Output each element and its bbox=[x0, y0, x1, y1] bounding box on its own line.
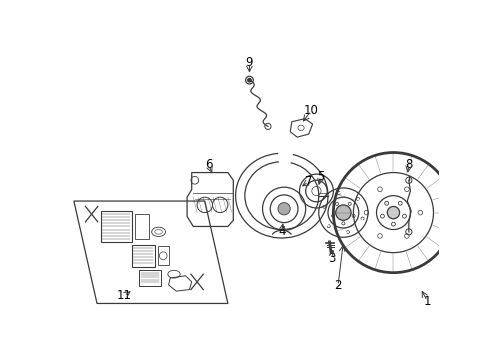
Text: 11: 11 bbox=[116, 289, 131, 302]
Text: 1: 1 bbox=[423, 294, 430, 308]
Text: 10: 10 bbox=[303, 104, 318, 117]
Text: 9: 9 bbox=[245, 56, 253, 69]
Text: 7: 7 bbox=[305, 175, 312, 188]
Circle shape bbox=[277, 203, 290, 215]
Text: 8: 8 bbox=[405, 158, 412, 171]
Text: 2: 2 bbox=[334, 279, 341, 292]
Text: 6: 6 bbox=[204, 158, 212, 171]
Circle shape bbox=[335, 205, 350, 220]
Circle shape bbox=[386, 206, 399, 219]
Text: 3: 3 bbox=[327, 252, 335, 265]
Text: 4: 4 bbox=[278, 225, 285, 238]
Circle shape bbox=[247, 78, 250, 82]
Text: 5: 5 bbox=[317, 170, 324, 183]
